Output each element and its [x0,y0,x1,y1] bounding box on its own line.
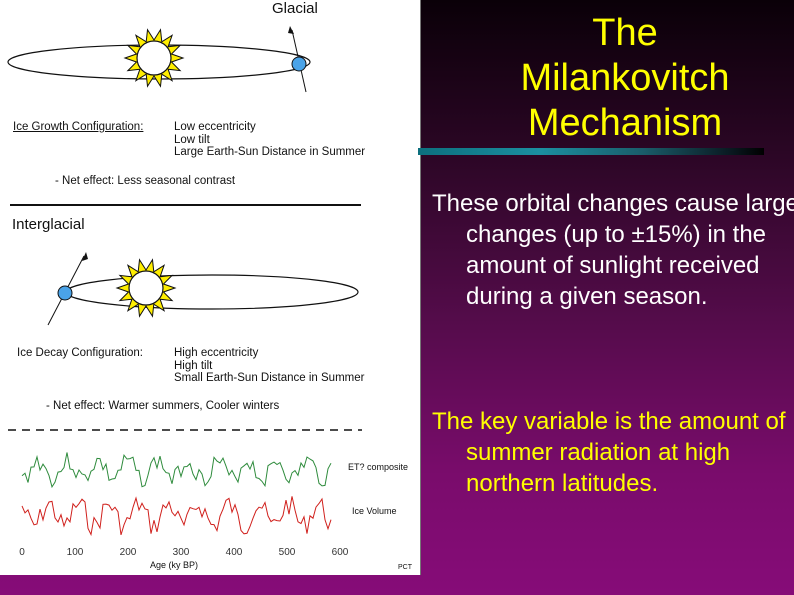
interglacial-config-line: High eccentricity [174,347,259,359]
x-tick-label: 600 [332,547,349,558]
title-line: The [592,12,658,55]
x-tick-label: 0 [19,547,25,558]
glacial-config-line: Large Earth-Sun Distance in Summer [174,146,366,158]
x-tick-label: 200 [120,547,137,558]
glacial-earth [288,26,307,93]
x-tick-label: 100 [67,547,84,558]
glacial-label: Glacial [272,0,318,17]
glacial-config-line: Low tilt [174,133,210,146]
figure-drawing: 0 100 200 300 400 500 600 [7,26,362,558]
x-axis-label: Age (ky BP) [150,560,199,570]
milankovitch-figure: 0 100 200 300 400 500 600 Glacial Ice Growth C… [7,0,421,575]
composite-series-label: ET? composite [348,462,409,472]
glacial-effect: - Net effect: Less seasonal contrast [55,175,236,187]
interglacial-config-line: Small Earth-Sun Distance in Summer [174,372,365,384]
glacial-sun [123,28,185,88]
interglacial-sun [115,258,177,318]
x-tick-label: 500 [279,547,296,558]
bullet-paragraph-2: The key variable is the amount of summer… [432,408,786,497]
interglacial-config-label: Ice Decay Configuration: [17,347,143,359]
interglacial-orbit [65,274,359,310]
composite-series [21,452,332,489]
x-tick-label: 300 [173,547,190,558]
x-tick-label: 400 [226,547,243,558]
interglacial-config-values: High eccentricity High tilt Small Earth-… [174,347,364,385]
x-axis-ticks: 0 100 200 300 400 500 600 [19,547,349,558]
interglacial-effect: - Net effect: Warmer summers, Cooler win… [46,400,280,412]
bullet-paragraph-1: These orbital changes cause large change… [432,190,794,310]
interglacial-earth [47,252,88,326]
slide-title: The Milankovitch Mechanism [430,11,794,146]
ice-volume-series-label: Ice Volume [352,506,397,516]
corner-mark: PCT [398,564,412,571]
interglacial-config-line: High tilt [174,359,213,372]
interglacial-label: Interglacial [12,216,85,233]
glacial-config-line: Low eccentricity [174,121,256,133]
title-divider [418,148,764,155]
glacial-config-values: Low eccentricity Low tilt Large Earth-Su… [174,121,365,159]
ice-volume-series [21,496,332,537]
glacial-config-label: Ice Growth Configuration: [13,121,144,133]
title-line: Mechanism [527,102,723,145]
title-line: Milankovitch [520,57,730,100]
